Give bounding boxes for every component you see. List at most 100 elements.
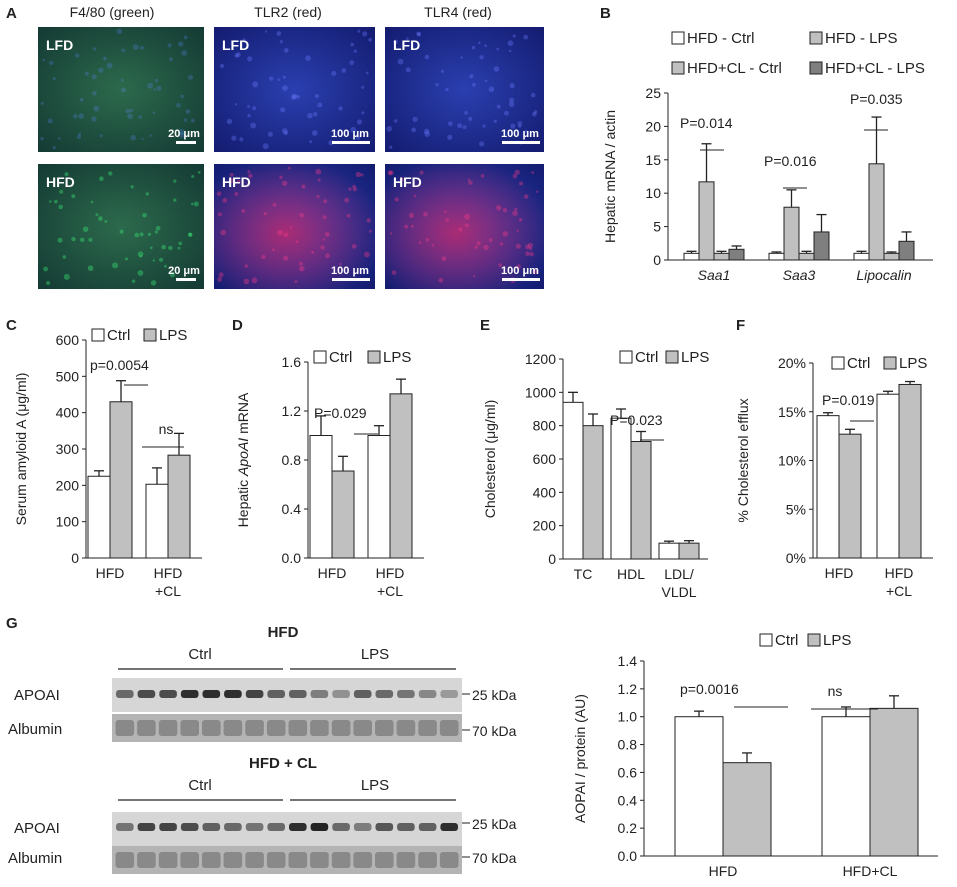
- row-label-hfd-3: HFD: [393, 174, 422, 190]
- micrograph-nucleus-4-49: [320, 245, 325, 250]
- bands-top-apoai-band: [137, 690, 156, 698]
- bands-bottom-apoai-band: [159, 823, 177, 831]
- micrograph-nucleus-0-29: [52, 146, 56, 150]
- y-tick-label: 20%: [778, 355, 806, 371]
- bar-d-lps: [331, 470, 355, 559]
- micrograph-nucleus-2-54: [493, 119, 497, 124]
- bands-bottom-apoai-band: [353, 823, 372, 831]
- micrograph-nucleus-4-36: [272, 203, 277, 207]
- micrograph-nucleus-4-47: [315, 168, 322, 175]
- bands-bottom-albumin-band: [353, 852, 372, 868]
- legend-label: HFD+CL - Ctrl: [687, 60, 782, 77]
- micrograph-nucleus-0-9: [130, 134, 136, 141]
- micrograph-nucleus-1-15: [222, 45, 225, 49]
- legend-label: LPS: [823, 632, 851, 649]
- x-category-label: HFD+CL: [843, 863, 898, 879]
- micrograph-nucleus-3-23: [155, 225, 161, 231]
- blot-row-albumin-top: Albumin: [8, 721, 62, 738]
- micrograph-nucleus-0-23: [121, 87, 126, 93]
- panel-letter-e: E: [480, 317, 490, 334]
- y-tick-label: 1.2: [282, 403, 302, 419]
- legend-label: Ctrl: [107, 327, 130, 344]
- bands-bottom-apoai-band: [267, 823, 285, 831]
- y-tick-label: 20: [645, 118, 661, 134]
- micrograph-nucleus-5-48: [441, 256, 447, 261]
- micrograph-nucleus-2-48: [416, 31, 421, 36]
- bands-bottom-albumin-band: [158, 852, 178, 868]
- micrograph-nucleus-3-46: [169, 272, 175, 278]
- row-label-lfd-1: LFD: [46, 37, 73, 53]
- micrograph-nucleus-0-35: [40, 101, 44, 105]
- micrograph-nucleus-2-14: [496, 47, 500, 51]
- micrograph-nucleus-4-10: [282, 180, 288, 186]
- bands-bottom-albumin-band: [439, 852, 459, 868]
- micrograph-nucleus-2-38: [423, 128, 430, 134]
- micrograph-nucleus-1-10: [252, 106, 257, 111]
- micrograph-nucleus-0-49: [190, 118, 195, 123]
- micrograph-nucleus-5-26: [388, 170, 394, 176]
- micrograph-nucleus-5-41: [468, 180, 473, 185]
- micrograph-nucleus-2-41: [488, 86, 495, 93]
- micrograph-nucleus-2-4: [477, 41, 481, 44]
- legend-label: LPS: [383, 349, 411, 366]
- scale-bar-4: [176, 278, 196, 281]
- micrograph-nucleus-0-38: [99, 134, 103, 138]
- micrograph-nucleus-4-23: [364, 251, 370, 258]
- micrograph-nucleus-5-24: [476, 241, 481, 246]
- micrograph-nucleus-4-48: [228, 178, 234, 184]
- micrograph-nucleus-3-1: [188, 232, 192, 237]
- micrograph-nucleus-4-8: [298, 261, 303, 266]
- legend-swatch: [831, 356, 845, 370]
- micrograph-nucleus-0-37: [78, 132, 82, 136]
- micrograph-nucleus-3-35: [90, 200, 94, 204]
- bands-top-albumin-band: [266, 720, 286, 736]
- panel-letter-b: B: [600, 5, 611, 22]
- y-tick-label: 200: [56, 477, 80, 493]
- micrograph-nucleus-1-45: [349, 60, 355, 66]
- micrograph-nucleus-2-9: [448, 121, 453, 127]
- micrograph-nucleus-3-5: [178, 241, 183, 246]
- micrograph-nucleus-3-49: [83, 226, 89, 232]
- micrograph-nucleus-5-32: [418, 241, 422, 245]
- significance-label: P=0.035: [850, 91, 903, 107]
- micrograph-nucleus-1-37: [282, 85, 288, 91]
- micrograph-nucleus-4-17: [316, 195, 320, 199]
- blot-albumin-top: [112, 714, 462, 742]
- y-tick-label: 5: [653, 219, 661, 235]
- panel-letter-c: C: [6, 317, 17, 334]
- y-tick-label: 0.0: [618, 848, 638, 864]
- bar-b-hfd-cl-ctrl: [713, 252, 730, 261]
- micrograph-nucleus-0-27: [178, 41, 184, 47]
- scale-label-4: 20 μm: [168, 265, 200, 277]
- micrograph-nucleus-1-48: [341, 68, 347, 73]
- micrograph-nucleus-0-20: [92, 90, 97, 96]
- bands-bottom-albumin-band: [288, 852, 308, 868]
- micrograph-nucleus-5-45: [525, 251, 530, 257]
- bands-bottom-albumin-band: [266, 852, 286, 868]
- panel-letter-a: A: [6, 5, 17, 22]
- significance-ns-label: ns: [159, 421, 174, 437]
- scale-bar-3: [502, 141, 540, 144]
- micrograph-nucleus-3-26: [147, 232, 151, 236]
- micrograph-nucleus-1-7: [331, 70, 337, 76]
- micrograph-nucleus-1-47: [305, 55, 311, 61]
- micrograph-nucleus-5-40: [394, 197, 399, 202]
- micrograph-nucleus-2-51: [472, 82, 476, 87]
- micrograph-nucleus-5-38: [464, 213, 470, 220]
- micrograph-nucleus-4-32: [299, 265, 305, 272]
- micrograph-nucleus-4-21: [277, 229, 284, 236]
- bands-bottom-albumin-band: [396, 852, 416, 868]
- bands-top-albumin-band: [353, 720, 372, 736]
- x-category-label: HDL: [617, 566, 645, 582]
- micrograph-nucleus-2-35: [389, 145, 393, 149]
- micrograph-nucleus-5-12: [467, 178, 471, 181]
- micrograph-nucleus-5-50: [516, 264, 522, 269]
- micrograph-nucleus-3-21: [168, 245, 173, 251]
- bands-top-apoai-band: [267, 690, 285, 698]
- significance-label: P=0.019: [822, 392, 875, 408]
- micrograph-nucleus-3-36: [98, 216, 103, 221]
- micrograph-nucleus-4-50: [360, 173, 364, 177]
- bar-g-lps: [722, 762, 772, 857]
- micrograph-nucleus-3-31: [71, 194, 76, 199]
- y-tick-label: 15%: [778, 404, 806, 420]
